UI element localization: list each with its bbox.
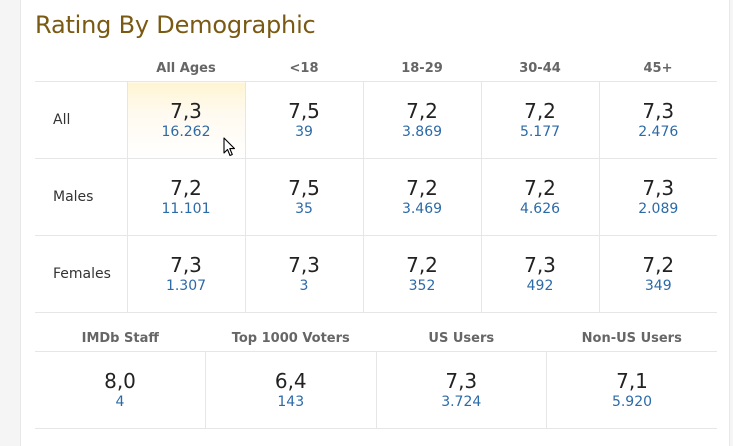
rating-value: 7,3	[524, 253, 556, 277]
rating-cell: 7,3 2.089	[598, 158, 717, 236]
rating-value: 7,3	[170, 99, 202, 123]
votes-link[interactable]: 3.469	[401, 201, 443, 217]
rating-cell: 7,2 352	[362, 235, 481, 313]
groups-row: 8,0 4 6,4 143 7,3 3.724 7,1 5.920	[35, 351, 717, 429]
header-non-us-users: Non-US Users	[546, 326, 717, 352]
votes-link[interactable]: 5.177	[519, 124, 561, 140]
demographic-header-row: All Ages <18 18-29 30-44 45+	[35, 56, 717, 82]
rating-cell: 7,2 349	[598, 235, 717, 313]
rating-value: 7,3	[642, 176, 675, 200]
rating-value: 7,2	[406, 253, 438, 277]
votes-link[interactable]: 2.089	[638, 201, 679, 217]
votes-link[interactable]: 16.262	[161, 124, 211, 140]
header-empty	[35, 56, 127, 82]
header-18-29: 18-29	[363, 56, 481, 82]
rating-value: 7,2	[406, 99, 438, 123]
votes-link[interactable]: 5.920	[611, 394, 653, 410]
rating-cell: 7,3 3.724	[375, 351, 547, 429]
votes-link[interactable]: 492	[526, 278, 554, 294]
table-row-females: Females 7,3 1.307 7,3 3 7,2 352 7,3 492	[35, 235, 717, 313]
rating-value: 6,4	[274, 369, 307, 393]
header-45-plus: 45+	[599, 56, 717, 82]
row-label-all: All	[35, 81, 127, 159]
header-us-users: US Users	[376, 326, 547, 352]
rating-value: 8,0	[104, 369, 136, 393]
rating-value: 7,2	[170, 176, 202, 200]
rating-cell: 7,2 3.869	[362, 81, 481, 159]
header-top-1000-voters: Top 1000 Voters	[205, 326, 376, 352]
votes-link[interactable]: 2.476	[638, 124, 679, 140]
mouse-pointer-icon	[223, 137, 236, 157]
demographic-table: All Ages <18 18-29 30-44 45+ All 7,3 16.…	[35, 56, 717, 313]
votes-link[interactable]: 4.626	[519, 201, 561, 217]
rating-cell: 7,3 2.476	[598, 81, 717, 159]
rating-value: 7,2	[642, 253, 675, 277]
header-imdb-staff: IMDb Staff	[35, 326, 206, 352]
rating-cell: 7,2 5.177	[480, 81, 599, 159]
rating-value: 7,2	[524, 176, 556, 200]
votes-link[interactable]: 39	[295, 124, 313, 140]
rating-cell: 7,3 3	[244, 235, 363, 313]
rating-cell: 7,1 5.920	[546, 351, 717, 429]
votes-link[interactable]: 349	[644, 278, 672, 294]
row-label-males: Males	[35, 158, 127, 236]
votes-link[interactable]: 3	[299, 278, 309, 294]
rating-cell: 7,3 16.262	[126, 81, 245, 159]
votes-link[interactable]: 352	[408, 278, 436, 294]
rating-value: 7,3	[445, 369, 478, 393]
groups-header-row: IMDb Staff Top 1000 Voters US Users Non-…	[35, 326, 717, 352]
rating-value: 7,5	[288, 99, 320, 123]
rating-value: 7,3	[642, 99, 675, 123]
rating-value: 7,2	[524, 99, 556, 123]
rating-cell: 7,2 11.101	[126, 158, 245, 236]
rating-value: 7,2	[406, 176, 438, 200]
rating-cell: 7,5 39	[244, 81, 363, 159]
header-30-44: 30-44	[481, 56, 599, 82]
special-groups-table: IMDb Staff Top 1000 Voters US Users Non-…	[35, 326, 717, 429]
votes-link[interactable]: 35	[295, 201, 313, 217]
rating-value: 7,1	[616, 369, 648, 393]
header-under-18: <18	[245, 56, 363, 82]
rating-cell: 7,3 1.307	[126, 235, 245, 313]
votes-link[interactable]: 3.869	[401, 124, 443, 140]
rating-cell: 8,0 4	[35, 351, 206, 429]
rating-by-demographic-panel: Rating By Demographic All Ages <18 18-29…	[20, 0, 730, 446]
rating-cell: 7,2 4.626	[480, 158, 599, 236]
header-all-ages: All Ages	[127, 56, 245, 82]
rating-value: 7,3	[170, 253, 202, 277]
rating-value: 7,5	[288, 176, 320, 200]
votes-link[interactable]: 1.307	[165, 278, 207, 294]
rating-cell: 6,4 143	[205, 351, 376, 429]
rating-cell: 7,3 492	[480, 235, 599, 313]
votes-link[interactable]: 11.101	[161, 201, 211, 217]
votes-link[interactable]: 3.724	[441, 394, 482, 410]
rating-cell: 7,2 3.469	[362, 158, 481, 236]
section-title: Rating By Demographic	[35, 11, 316, 39]
rating-cell: 7,5 35	[244, 158, 363, 236]
table-row-all: All 7,3 16.262 7,5 39 7,2 3.869 7,2 5.17…	[35, 81, 717, 159]
votes-link[interactable]: 143	[277, 394, 305, 410]
table-row-males: Males 7,2 11.101 7,5 35 7,2 3.469 7,2 4.…	[35, 158, 717, 236]
rating-value: 7,3	[288, 253, 320, 277]
votes-link[interactable]: 4	[115, 394, 125, 410]
row-label-females: Females	[35, 235, 127, 313]
